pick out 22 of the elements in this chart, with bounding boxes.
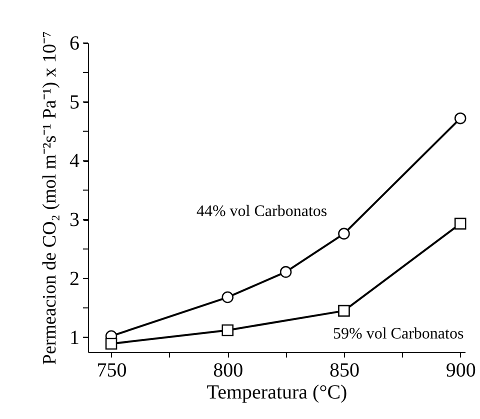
y-tick-label: 6 — [70, 32, 80, 54]
x-tick-label: 750 — [96, 360, 127, 382]
point — [338, 228, 350, 240]
series-label: 59% vol Carbonatos — [333, 326, 464, 343]
point — [222, 324, 234, 336]
y-tick-label: 4 — [70, 150, 80, 172]
series-label: 44% vol Carbonatos — [196, 202, 328, 220]
x-tick-label: 800 — [213, 360, 244, 382]
x-tick-label: 850 — [329, 360, 360, 382]
y-tick-label: 1 — [70, 326, 80, 349]
point — [338, 304, 350, 317]
point — [105, 338, 118, 350]
x-axis-title: Temperatura (°C) — [206, 382, 348, 404]
x-tick-label: 900 — [446, 360, 476, 382]
y-axis-title: Permeacion de CO₂ (mol m⁻²s⁻¹ Pa⁻¹) x 10⁻⁷ — [40, 31, 60, 365]
point — [222, 291, 234, 304]
point — [454, 218, 466, 230]
point — [280, 266, 292, 278]
y-tick-label: 2 — [70, 268, 80, 290]
y-tick-label: 3 — [70, 209, 80, 232]
point — [454, 112, 466, 124]
y-tick-label: 5 — [70, 91, 80, 114]
